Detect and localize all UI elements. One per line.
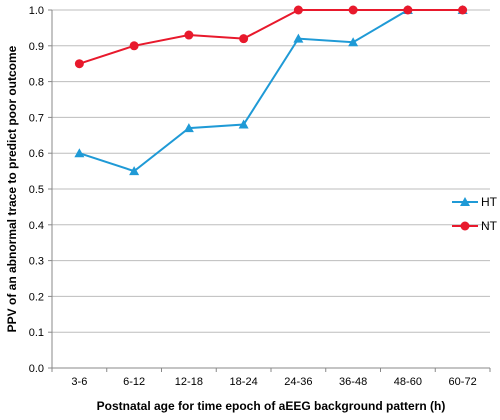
- legend-label-ht: HT: [481, 195, 498, 209]
- y-tick-label: 0.8: [29, 77, 44, 89]
- series-line-ht: [79, 9, 463, 173]
- y-tick-label: 0.2: [29, 291, 44, 303]
- legend-marker-nt: [460, 221, 470, 231]
- data-point-nt: [458, 5, 468, 15]
- gridlines: [52, 9, 490, 333]
- axes: [48, 9, 491, 372]
- x-tick-label: 12-18: [175, 376, 203, 388]
- y-tick-label: 0.6: [29, 148, 44, 160]
- data-point-ht: [348, 37, 359, 47]
- y-tick-label: 0.4: [29, 220, 44, 232]
- y-axis-label: PPV of an abnormal trace to predict poor…: [5, 45, 19, 332]
- x-tick-label: 24-36: [284, 376, 312, 388]
- x-tick-label: 3-6: [71, 376, 87, 388]
- x-axis-label: Postnatal age for time epoch of aEEG bac…: [97, 399, 446, 413]
- data-point-nt: [403, 5, 413, 15]
- data-point-nt: [74, 59, 84, 69]
- y-tick-label: 0.9: [29, 41, 44, 53]
- legend-label-nt: NT: [481, 219, 498, 233]
- x-tick-label: 18-24: [230, 376, 258, 388]
- x-tick-label: 6-12: [123, 376, 145, 388]
- legend: HT NT: [452, 195, 498, 233]
- legend-marker-ht: [460, 197, 470, 206]
- y-tick-labels: 0.0 0.1 0.2 0.3 0.4 0.5 0.6 0.7 0.8 0.9 1.0: [29, 5, 44, 375]
- data-point-ht: [129, 166, 140, 176]
- data-point-nt: [348, 5, 358, 15]
- y-tick-label: 0.7: [29, 112, 44, 124]
- y-tick-label: 0.3: [29, 256, 44, 268]
- x-tick-label: 60-72: [449, 376, 477, 388]
- y-tick-label: 0.5: [29, 184, 44, 196]
- data-point-nt: [184, 30, 194, 40]
- x-tick-label: 48-60: [394, 376, 422, 388]
- data-point-nt: [293, 5, 303, 15]
- y-tick-label: 0.0: [29, 363, 44, 375]
- series-lines: [74, 5, 468, 176]
- data-point-nt: [129, 41, 139, 51]
- y-tick-label: 1.0: [29, 5, 44, 17]
- series-line-nt: [79, 9, 463, 65]
- data-point-nt: [239, 34, 249, 44]
- data-point-ht: [293, 33, 304, 43]
- x-tick-label: 36-48: [339, 376, 367, 388]
- data-point-ht: [238, 119, 249, 129]
- x-tick-labels: 3-6 6-12 12-18 18-24 24-36 36-48 48-60 60-72: [71, 376, 476, 388]
- data-point-ht: [74, 148, 85, 158]
- y-tick-label: 0.1: [29, 327, 44, 339]
- data-point-ht: [183, 123, 194, 133]
